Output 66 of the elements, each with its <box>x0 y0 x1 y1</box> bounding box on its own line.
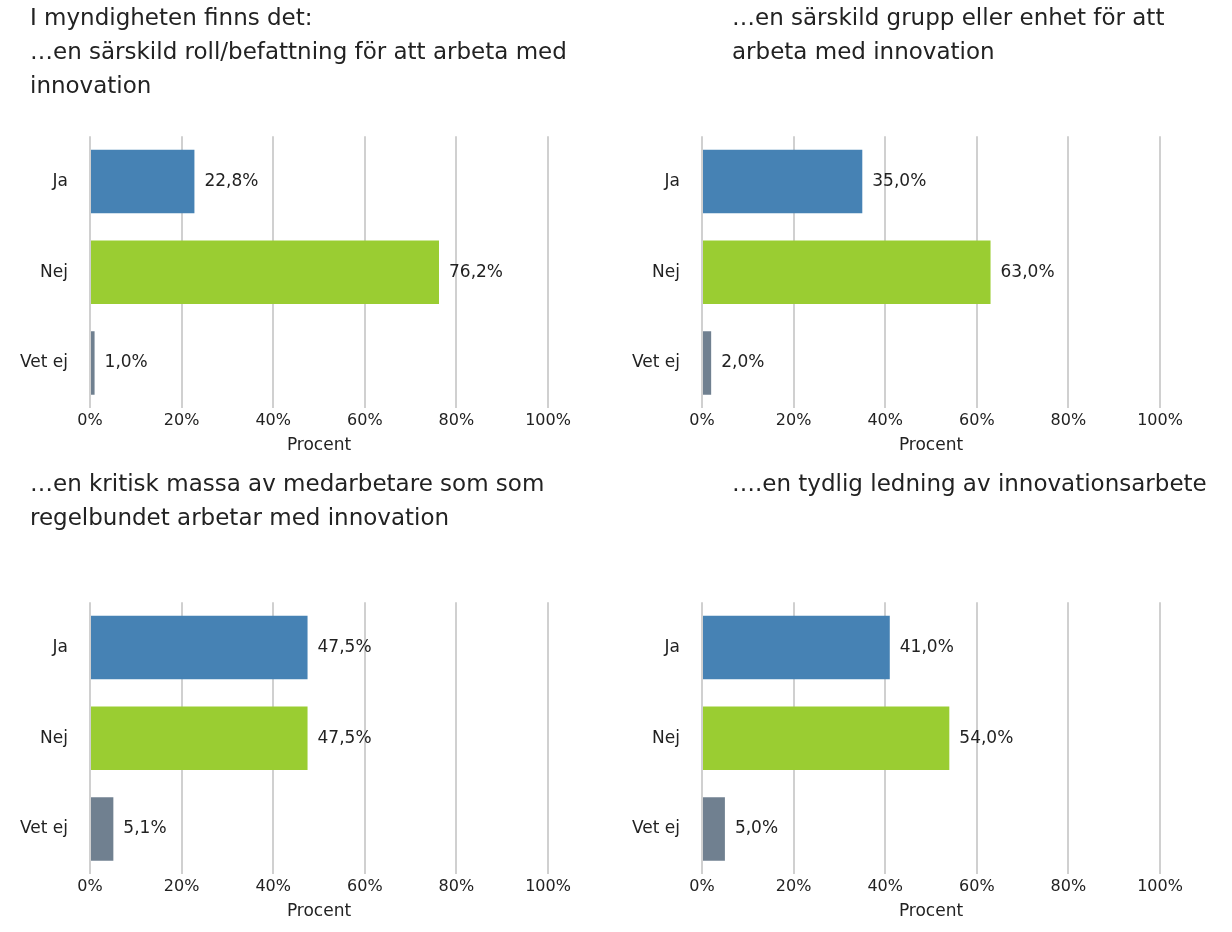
x-tick-label: 80% <box>438 876 475 896</box>
data-label: 76,2% <box>449 260 504 281</box>
chart-title: …en kritisk massa av medarbetare som som regelbundet arbetar med innovation <box>30 469 546 532</box>
x-tick-label: 60% <box>959 410 995 430</box>
bar <box>703 331 712 395</box>
x-tick-label: 100% <box>525 876 571 896</box>
y-tick-label: Ja <box>51 635 68 656</box>
data-label: 5,0% <box>734 817 779 838</box>
chart-title: …en särskild grupp eller enhet för att arbeta med innovation <box>732 3 1166 66</box>
data-label: 22,8% <box>204 169 259 190</box>
x-tick-label: 0% <box>689 410 715 430</box>
x-axis-title: Procent <box>898 900 964 921</box>
bar <box>703 797 725 861</box>
x-tick-label: 80% <box>438 410 475 430</box>
y-tick-label: Vet ej <box>19 351 68 372</box>
y-tick-label: Vet ej <box>19 817 68 838</box>
x-tick-label: 20% <box>775 410 812 430</box>
data-label: 47,5% <box>317 635 372 656</box>
x-tick-label: 60% <box>347 876 383 896</box>
y-tick-label: Nej <box>652 260 680 281</box>
bar <box>91 331 95 395</box>
x-axis-title: Procent <box>286 434 352 455</box>
x-tick-label: 0% <box>77 410 103 430</box>
y-tick-label: Nej <box>652 726 680 747</box>
x-tick-label: 80% <box>1050 410 1087 430</box>
y-tick-label: Ja <box>663 169 680 190</box>
y-tick-label: Nej <box>40 726 68 747</box>
data-label: 54,0% <box>959 726 1014 747</box>
y-tick-label: Ja <box>663 635 680 656</box>
x-axis-title: Procent <box>898 434 964 455</box>
x-tick-label: 0% <box>689 876 715 896</box>
x-tick-label: 100% <box>525 410 571 430</box>
x-tick-label: 20% <box>163 876 200 896</box>
data-label: 47,5% <box>317 726 372 747</box>
data-label: 63,0% <box>1000 260 1055 281</box>
x-tick-label: 0% <box>77 876 103 896</box>
bar <box>703 615 890 680</box>
x-tick-label: 20% <box>163 410 200 430</box>
x-tick-label: 60% <box>959 876 995 896</box>
y-tick-label: Vet ej <box>631 817 680 838</box>
bar <box>91 240 439 305</box>
x-tick-label: 100% <box>1137 410 1183 430</box>
data-label: 2,0% <box>721 351 765 372</box>
y-tick-label: Nej <box>40 260 68 281</box>
chart-title: ….en tydlig ledning av innovationsarbete <box>732 469 1208 498</box>
x-tick-label: 40% <box>867 876 903 896</box>
y-tick-label: Vet ej <box>631 351 680 372</box>
bar <box>703 240 991 305</box>
x-tick-label: 40% <box>255 876 291 896</box>
x-tick-label: 60% <box>347 410 383 430</box>
x-axis-title: Procent <box>286 900 352 921</box>
data-label: 41,0% <box>899 635 954 656</box>
x-tick-label: 40% <box>867 410 903 430</box>
x-tick-label: 20% <box>775 876 812 896</box>
data-label: 1,0% <box>104 351 148 372</box>
data-label: 5,1% <box>123 817 167 838</box>
bar <box>91 149 195 214</box>
bar <box>703 706 950 771</box>
bar <box>703 149 863 214</box>
chart-title: …en särskild roll/befattning för att arbeta med innovation <box>30 37 568 100</box>
x-tick-label: 80% <box>1050 876 1087 896</box>
x-tick-label: 40% <box>255 410 291 430</box>
x-tick-label: 100% <box>1137 876 1183 896</box>
data-label: 35,0% <box>872 169 927 190</box>
text: I myndigheten finns det: <box>30 3 314 32</box>
y-tick-label: Ja <box>51 169 68 190</box>
